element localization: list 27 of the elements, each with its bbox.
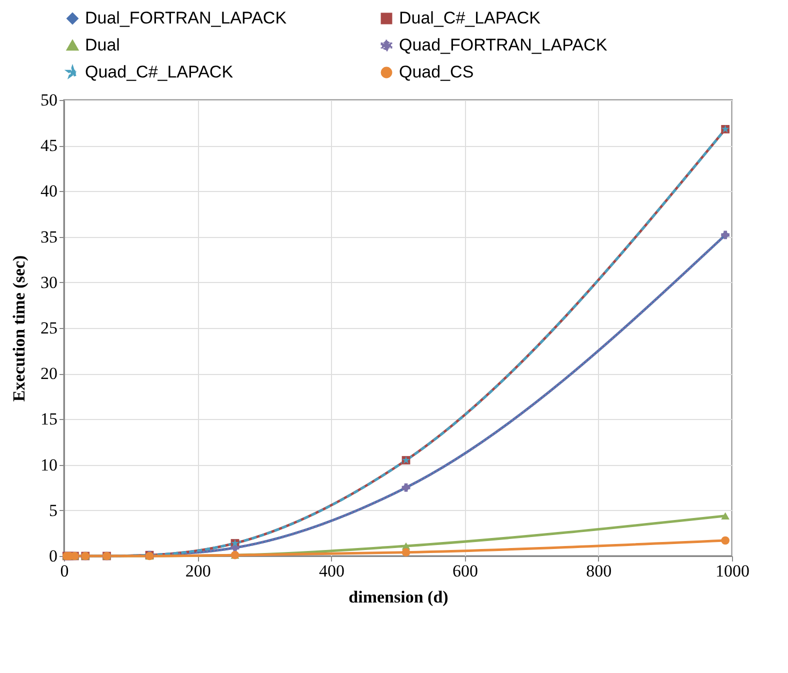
y-tick-label: 15 — [40, 410, 58, 429]
legend-label: Dual — [85, 36, 120, 54]
y-tick-label: 0 — [49, 546, 58, 566]
x-tick-label: 1000 — [716, 562, 750, 580]
y-tick-label: 50 — [40, 90, 58, 110]
legend-label: Quad_CS — [399, 62, 474, 82]
legend-label: Quad_C#_LAPACK — [85, 62, 234, 82]
y-tick-label: 5 — [49, 500, 58, 520]
point — [402, 548, 410, 557]
y-tick-label: 25 — [40, 318, 58, 338]
legend-label: Quad_FORTRAN_LAPACK — [399, 36, 608, 54]
legend-label: Dual_C#_LAPACK — [399, 8, 542, 28]
x-axis-title: dimension (d) — [348, 588, 448, 606]
y-tick-label: 20 — [40, 364, 58, 384]
x-tick-label: 800 — [586, 562, 612, 580]
y-tick-label: 45 — [40, 136, 58, 156]
x-tick-label: 400 — [318, 562, 344, 580]
y-tick-label: 35 — [40, 227, 58, 246]
legend-label: Dual_FORTRAN_LAPACK — [85, 8, 288, 28]
y-tick-label: 30 — [40, 272, 58, 292]
x-tick-label: 600 — [452, 562, 478, 580]
point — [721, 536, 730, 545]
y-tick-label: 10 — [40, 455, 58, 474]
x-tick-label: 200 — [185, 562, 211, 580]
y-tick-label: 40 — [40, 182, 58, 201]
point — [721, 512, 730, 520]
y-axis-title: Execution time (sec) — [10, 255, 28, 402]
